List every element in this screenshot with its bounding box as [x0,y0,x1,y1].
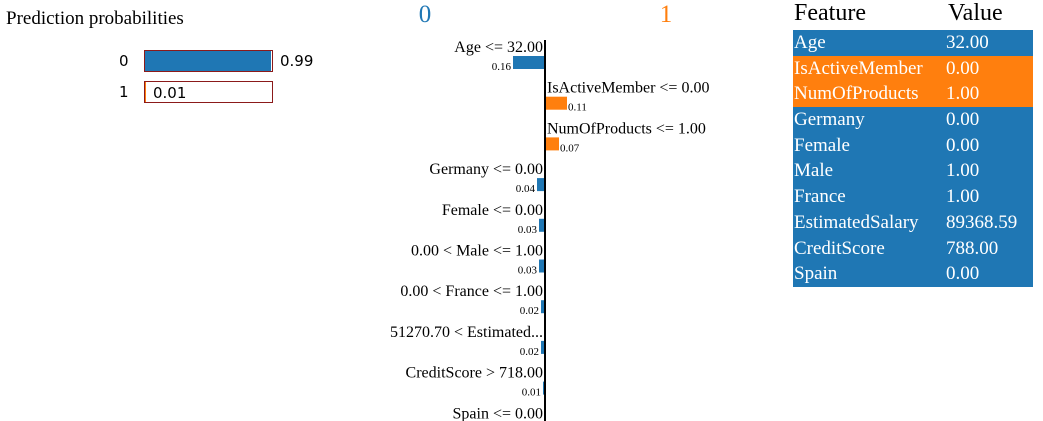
probability-row-class-0: 0 0.99 [0,49,340,75]
probability-class-label: 1 [119,83,129,101]
probability-class-label: 0 [119,52,129,70]
feature-label: 0.00 < France <= 1.00 [400,283,543,300]
feature-name-cell: IsActiveMember [793,55,946,82]
feature-name-cell: CreditScore [793,235,946,262]
table-row: France 1.00 [793,184,1033,210]
probability-bar-track: 0.01 [144,81,273,103]
table-body: Age 32.00 IsActiveMember 0.00 NumOfProducts 1… [793,30,1033,287]
probability-row-class-1: 1 0.01 [0,80,340,106]
feature-weight-label: 0.02 [520,346,539,358]
feature-weight-label: 0.07 [560,142,580,154]
feature-bar [513,56,545,69]
feature-label: IsActiveMember <= 0.00 [547,80,709,97]
class-1-heading: 1 [660,1,673,28]
table-row: Female 0.00 [793,132,1033,159]
feature-label: CreditScore > 718.00 [406,365,543,382]
table-row: CreditScore 788.00 [793,235,1033,262]
table-row: Spain 0.00 [793,261,1033,287]
probability-value: 0.99 [280,52,314,70]
table-row: NumOfProducts 1.00 [793,81,1033,108]
feature-value-cell: 89368.59 [946,209,1033,236]
feature-weight-label: 0.01 [522,387,541,399]
feature-name-cell: Spain [793,261,946,287]
feature-value-cell: 0.00 [946,107,1033,133]
feature-label: 0.00 < Male <= 1.00 [411,243,543,260]
probability-bar-fill [145,82,147,102]
feature-weight-label: 0.03 [518,265,538,277]
feature-bar [537,178,545,192]
feature-value-cell: 1.00 [946,184,1033,210]
probability-value: 0.01 [153,84,187,102]
table-header: Feature Value [793,0,1033,30]
feature-bar [541,340,545,354]
table-row: IsActiveMember 0.00 [793,55,1033,82]
feature-bar [545,137,559,151]
feature-weight-label: 0.04 [516,183,536,195]
table-row: Male 1.00 [793,158,1033,185]
feature-bar [545,96,567,110]
feature-label: Female <= 0.00 [442,202,543,219]
feature-value-cell: 0.00 [946,261,1033,287]
explanation-chart: 0 1 Age <= 32.00 0.16 IsActiveMember <= 0.00… [340,0,780,421]
feature-value-cell: 0.00 [946,132,1033,159]
table-row: Age 32.00 [793,30,1033,56]
feature-value-cell: 788.00 [946,235,1033,262]
feature-bar [539,218,545,232]
feature-bar [539,259,545,273]
feature-column-header: Feature [794,0,866,26]
feature-value-cell: 1.00 [946,158,1033,185]
feature-label: Germany <= 0.00 [429,161,543,178]
feature-value-cell: 0.00 [946,55,1033,82]
probability-bar-fill [145,51,271,71]
table-row: EstimatedSalary 89368.59 [793,209,1033,236]
feature-label: Spain <= 0.00 [453,405,544,421]
feature-weight-label: 0.03 [518,224,538,236]
feature-label: 51270.70 < Estimated... [390,324,543,341]
class-0-heading: 0 [419,1,432,28]
feature-name-cell: NumOfProducts [793,81,946,108]
feature-label: Age <= 32.00 [454,39,543,56]
feature-weight-label: 0.16 [492,61,512,73]
table-row: Germany 0.00 [793,107,1033,133]
feature-value-table: Feature Value Age 32.00 IsActiveMember 0.00… [793,0,1033,287]
feature-name-cell: Germany [793,107,946,133]
feature-name-cell: Male [793,158,946,185]
feature-weight-label: 0.02 [520,305,539,317]
feature-bar [541,300,545,314]
value-column-header: Value [948,0,1003,26]
prediction-probabilities-panel: Prediction probabilities 0 0.99 1 0.01 [0,0,340,120]
feature-weight-label: 0.11 [568,102,587,114]
prediction-probabilities-title: Prediction probabilities [6,8,184,29]
feature-name-cell: France [793,184,946,210]
feature-value-cell: 1.00 [946,81,1033,108]
feature-name-cell: Female [793,132,946,159]
feature-name-cell: Age [793,30,946,56]
probability-bar-track [144,50,273,72]
feature-label: NumOfProducts <= 1.00 [547,120,706,137]
feature-value-cell: 32.00 [946,30,1033,56]
feature-name-cell: EstimatedSalary [793,209,946,236]
explanation-chart-svg: 0 1 Age <= 32.00 0.16 IsActiveMember <= 0.00… [390,1,709,421]
